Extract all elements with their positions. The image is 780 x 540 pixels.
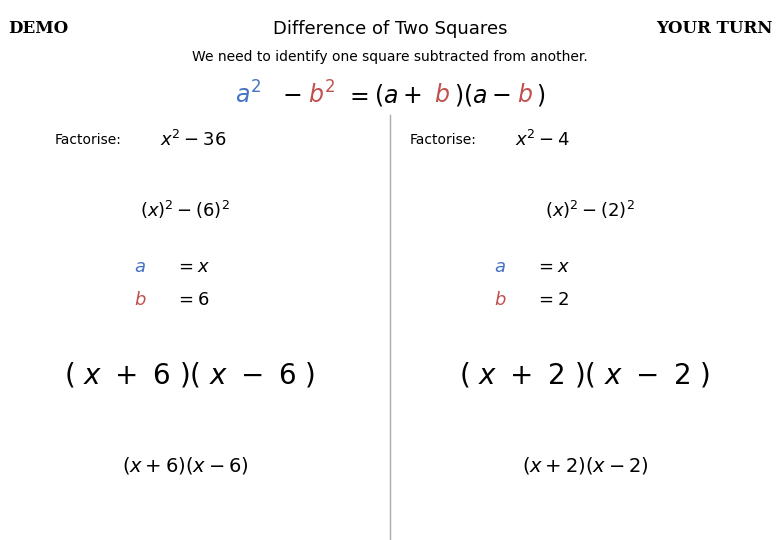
- Text: $= 2$: $= 2$: [535, 291, 569, 309]
- Text: DEMO: DEMO: [8, 20, 69, 37]
- Text: $x^2 - 36$: $x^2 - 36$: [160, 130, 226, 150]
- Text: $(a +$: $(a +$: [374, 82, 422, 108]
- Text: $=$: $=$: [345, 84, 369, 106]
- Text: $b^2$: $b^2$: [308, 82, 336, 109]
- Text: $= 6$: $= 6$: [175, 291, 209, 309]
- Text: $a$: $a$: [494, 258, 506, 276]
- Text: $x^2 - 4$: $x^2 - 4$: [515, 130, 570, 150]
- Text: $b$: $b$: [494, 291, 506, 309]
- Text: $b$: $b$: [434, 84, 450, 106]
- Text: YOUR TURN: YOUR TURN: [656, 20, 772, 37]
- Text: $)$: $)$: [537, 82, 545, 108]
- Text: Factorise:: Factorise:: [410, 133, 477, 147]
- Text: $-$: $-$: [282, 84, 302, 106]
- Text: Factorise:: Factorise:: [55, 133, 122, 147]
- Text: $(x + 2)(x - 2)$: $(x + 2)(x - 2)$: [522, 455, 648, 476]
- Text: $( \ x \ + \ 2 \ )( \ x \ - \ 2 \ )$: $( \ x \ + \ 2 \ )( \ x \ - \ 2 \ )$: [459, 361, 711, 389]
- Text: $a$: $a$: [134, 258, 146, 276]
- Text: $(x + 6)(x - 6)$: $(x + 6)(x - 6)$: [122, 455, 248, 476]
- Text: Difference of Two Squares: Difference of Two Squares: [273, 20, 507, 38]
- Text: $b$: $b$: [133, 291, 147, 309]
- Text: $(x)^2 - (6)^2$: $(x)^2 - (6)^2$: [140, 199, 230, 221]
- Text: $b$: $b$: [517, 84, 533, 106]
- Text: $(x)^2 - (2)^2$: $(x)^2 - (2)^2$: [545, 199, 635, 221]
- Text: $)(a -$: $)(a -$: [454, 82, 510, 108]
- Text: We need to identify one square subtracted from another.: We need to identify one square subtracte…: [192, 50, 588, 64]
- Text: $= x$: $= x$: [535, 258, 570, 276]
- Text: $a^2$: $a^2$: [235, 82, 261, 109]
- Text: $= x$: $= x$: [175, 258, 210, 276]
- Text: $( \ x \ + \ 6 \ )( \ x \ - \ 6 \ )$: $( \ x \ + \ 6 \ )( \ x \ - \ 6 \ )$: [65, 361, 316, 389]
